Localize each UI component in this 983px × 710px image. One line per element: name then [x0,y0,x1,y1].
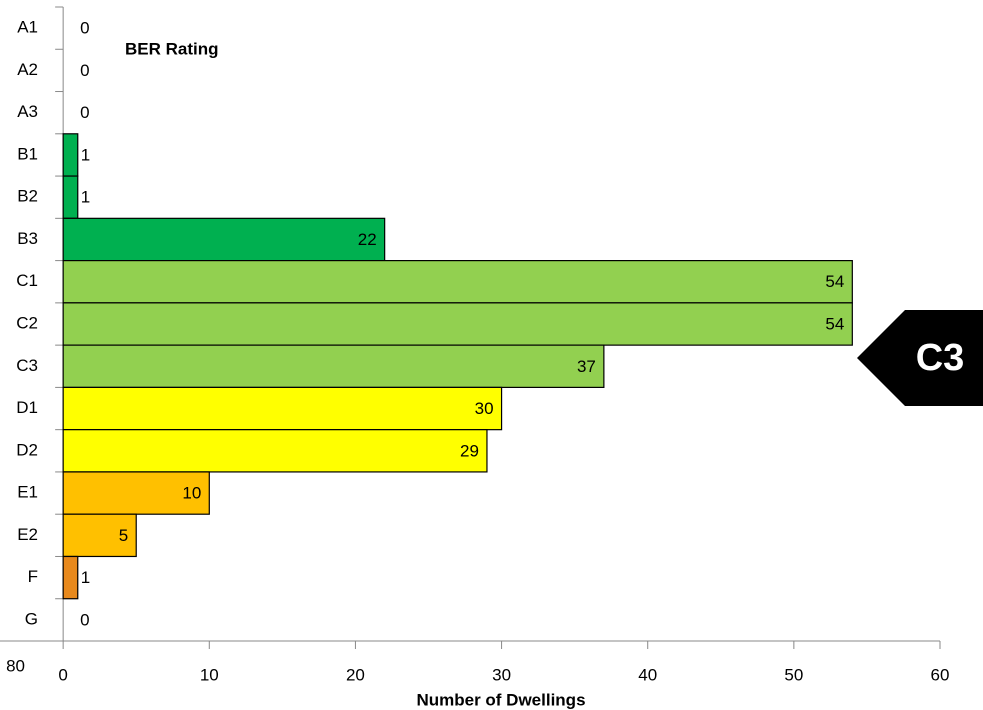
bar [62,471,210,515]
y-tick-label: D1 [16,398,38,417]
bar [62,217,386,262]
clipped-tick-label: 80 [6,656,25,675]
y-tick-label: A2 [17,60,38,79]
value-label: 54 [825,314,844,333]
badge-label: C3 [916,337,965,379]
value-label: 54 [825,272,844,291]
value-label: 0 [80,610,89,629]
x-axis-label: Number of Dwellings [416,690,585,709]
y-tick-label: E2 [17,525,38,544]
value-label: 0 [80,103,89,122]
value-label: 0 [80,61,89,80]
value-label: 29 [460,441,479,460]
bar [62,429,488,473]
y-tick-label: D2 [16,440,38,459]
x-tick-label: 50 [784,665,803,684]
y-tick-label: B2 [17,187,38,206]
value-label: 5 [119,526,128,545]
bar [62,175,79,219]
bar [62,133,79,177]
y-tick-label: C1 [16,271,38,290]
x-tick-label: 10 [200,665,219,684]
y-tick-label: A3 [17,102,38,121]
x-tick-label: 60 [931,665,950,684]
value-label: 1 [81,568,90,587]
value-label: 1 [81,188,90,207]
value-label: 30 [475,399,494,418]
value-label: 0 [80,19,89,38]
x-tick-label: 20 [346,665,365,684]
y-tick-label: G [25,609,38,628]
y-tick-label: A1 [17,18,38,37]
bar [62,302,853,346]
value-label: 22 [358,230,377,249]
bar [62,344,605,388]
bar [62,386,503,431]
bar [62,260,853,304]
badge-arrow [857,310,983,406]
y-tick-label: C2 [16,313,38,332]
bar [62,513,137,558]
value-label: 1 [81,145,90,164]
bar [62,555,79,600]
y-tick-label: F [28,567,38,586]
x-tick-label: 0 [58,665,67,684]
x-tick-label: 40 [638,665,657,684]
y-tick-label: E1 [17,483,38,502]
y-tick-label: B1 [17,144,38,163]
x-tick-label: 30 [492,665,511,684]
chart-title: BER Rating [125,39,219,58]
y-tick-label: B3 [17,229,38,248]
value-label: 37 [577,357,596,376]
value-label: 10 [182,484,201,503]
y-tick-label: C3 [16,356,38,375]
